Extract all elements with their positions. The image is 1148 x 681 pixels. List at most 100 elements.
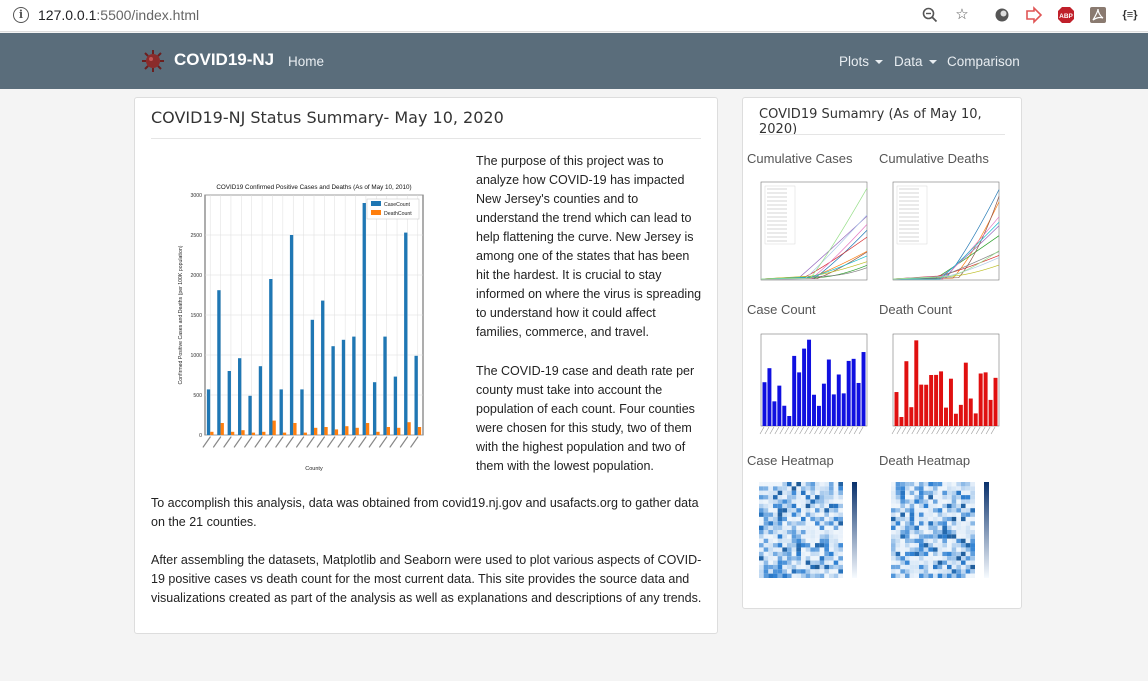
thumb-heat-cell [763,508,769,513]
virus-logo-icon[interactable] [141,49,165,73]
thumb-heat-cell [933,482,938,487]
thumb-heat-cell [833,482,839,487]
thumb-heat-cell [937,503,943,509]
thumb-heat-cell [773,512,778,517]
thumb-bar [988,399,993,426]
json-extension-icon[interactable]: {≡} [1122,9,1138,21]
case-heatmap-label: Case Heatmap [747,453,834,468]
thumb-heat-cell [961,516,966,522]
thumb-heat-cell [895,490,901,496]
adblock-icon[interactable]: ABP [1057,6,1075,24]
thumb-heat-cell [909,508,915,513]
thumb-heat-cell [905,499,910,504]
thumb-heat-cell [796,560,801,565]
thumb-heat-cell [937,569,943,574]
nav-data-dropdown[interactable]: Data [894,54,937,69]
thumb-heat-cell [801,556,806,561]
thumb-heat-cell [782,538,787,544]
nav-home[interactable]: Home [288,54,325,69]
thumb-heat-cell [933,564,938,570]
thumb-heat-cell [796,543,801,548]
thumb-heat-cell [909,490,915,496]
thumb-heat-cell [923,521,929,526]
zoom-icon[interactable] [921,6,939,24]
bookmark-star-icon[interactable]: ☆ [955,6,969,23]
thumb-heat-cell [819,512,825,517]
y-tick-label: 3000 [190,193,202,199]
thumb-heat-cell [796,499,801,504]
nav-plots-dropdown[interactable]: Plots [839,54,884,69]
thumb-heat-cell [838,530,843,535]
thumb-heat-cell [914,530,919,535]
brand-title[interactable]: COVID19-NJ [174,50,275,69]
bar-deathcount [293,423,297,435]
thumb-heat-cell [805,534,811,539]
pdf-extension-icon[interactable] [1089,6,1107,24]
thumb-heat-cell [947,569,952,574]
thumb-heat-cell [961,512,966,517]
thumb-heat-cell [838,521,843,526]
bar-deathcount [230,431,235,435]
url-field[interactable]: 127.0.0.1:5500/index.html [38,7,199,23]
thumb-heat-cell [905,551,910,557]
death-heatmap-thumbnail[interactable] [879,478,1003,592]
extension-arrow-icon[interactable] [1025,6,1043,24]
thumb-series-line [760,188,868,280]
cumulative-deaths-thumbnail[interactable] [879,176,1003,290]
extension-circle-icon[interactable] [993,6,1011,24]
thumb-heat-cell [909,495,915,500]
thumb-heat-cell [937,495,943,500]
site-info-icon[interactable]: i [13,7,29,23]
x-tick-label [410,436,419,448]
thumb-heat-cell [810,560,815,565]
thumb-heat-cell [956,543,961,548]
thumb-heat-cell [782,516,787,522]
death-count-thumbnail[interactable] [879,326,1003,440]
thumb-heat-cell [891,530,896,535]
case-count-thumbnail[interactable] [747,326,871,440]
thumb-heat-cell [970,499,975,504]
thumb-heat-cell [923,499,929,504]
thumb-heat-cell [914,512,919,517]
thumb-bar [929,374,934,426]
thumb-heat-cell [900,482,905,487]
thumb-tick-label [764,426,770,435]
y-tick-label: 1500 [190,313,202,319]
thumb-heat-cell [905,516,910,522]
thumb-heat-cell [965,482,971,487]
thumb-heat-cell [796,486,801,491]
bar-deathcount [282,432,287,435]
case-heatmap-thumbnail[interactable] [747,478,871,592]
thumb-heat-cell [759,556,764,561]
x-tick-label [379,436,388,448]
bar-deathcount [334,429,339,435]
thumb-series-line [892,189,1000,280]
thumb-heat-cell [819,490,825,496]
bar-casecount [310,319,314,435]
thumb-heat-cell [763,543,769,548]
thumb-heat-cell [787,534,792,539]
legend-swatch [371,201,381,206]
thumb-heat-cell [961,538,966,544]
thumb-heat-cell [933,512,938,517]
thumb-heat-cell [956,530,961,535]
thumb-heat-cell [763,499,769,504]
x-tick-label [285,436,294,448]
thumb-heat-cell [923,556,929,561]
thumb-heat-cell [768,547,773,552]
thumb-heat-cell [970,503,975,509]
thumb-heat-cell [815,499,820,504]
thumb-heat-cell [838,503,843,509]
thumb-heat-cell [923,560,929,565]
thumb-heat-cell [909,560,915,565]
thumb-heat-cell [961,534,966,539]
thumb-heat-cell [895,512,901,517]
cumulative-cases-thumbnail[interactable] [747,176,871,290]
thumb-heat-cell [905,556,910,561]
thumb-heat-cell [909,551,915,557]
thumb-heat-cell [970,560,975,565]
thumb-heat-cell [951,482,957,487]
nav-comparison[interactable]: Comparison [947,54,1020,69]
thumb-heat-cell [819,569,825,574]
thumb-heat-cell [833,551,839,557]
